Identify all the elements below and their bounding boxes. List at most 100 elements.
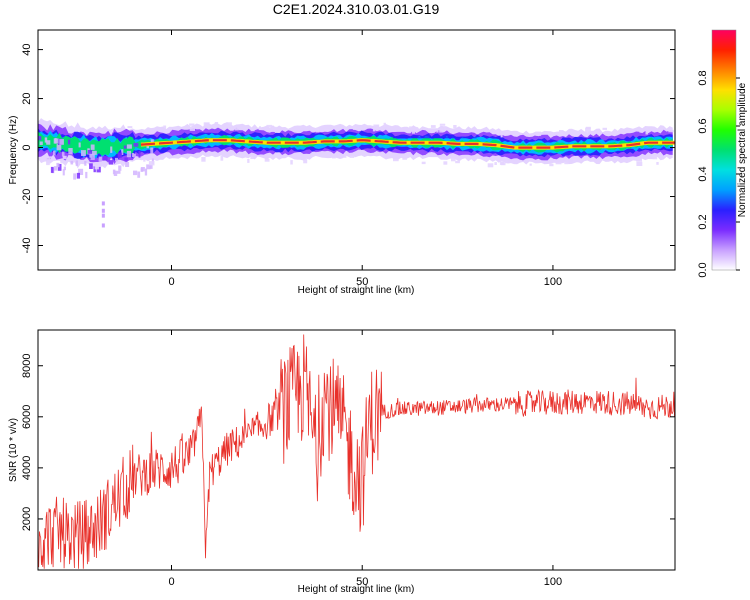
snr-y-tick-label: 6000 [21, 405, 33, 429]
spectrogram-speckle [332, 153, 336, 159]
spectrogram-speckle [94, 166, 99, 170]
spectrogram-speckle [645, 130, 648, 135]
spectrogram-speckle [499, 161, 505, 165]
spectrogram-speckle [220, 155, 224, 161]
spectrogram-speckle [349, 155, 355, 158]
spectrogram-speckle [38, 136, 42, 141]
spectrogram-speckle [212, 124, 217, 128]
spectrogram-speckle [62, 169, 65, 176]
spectrogram-speckle [50, 166, 54, 173]
spectrogram-speckle [149, 164, 153, 169]
spectrogram-speckle [56, 162, 60, 168]
spectrogram-speckle [439, 123, 446, 126]
spectrogram-speckle [133, 153, 136, 157]
spectrogram-speckle [138, 151, 141, 158]
spectrogram-speckle [90, 153, 95, 160]
spectrogram-speckle [59, 139, 64, 145]
spectrogram-speckle [87, 150, 93, 154]
spectrogram-speckle [323, 128, 329, 132]
snr-x-axis-label: Height of straight line (km) [298, 584, 415, 595]
colorbar-frame [711, 29, 737, 271]
spectrogram-speckle [636, 161, 643, 166]
spectrogram-ridge-line [140, 139, 675, 149]
spectrogram-speckle [247, 159, 250, 163]
spectrogram-speckle [505, 159, 508, 164]
spectrogram-speckle [264, 159, 270, 162]
spectrogram-speckle [315, 127, 320, 133]
snr-y-axis-label: SNR (10 * v/v) [8, 418, 19, 482]
spectrogram-speckle [46, 140, 51, 145]
spectrogram-speckle [303, 158, 308, 164]
spectrogram-speckle [65, 159, 69, 162]
spectrogram-speckle [594, 130, 599, 133]
spectrogram-speckle [150, 147, 154, 154]
spectrogram-speckle [140, 167, 145, 172]
spectrogram-speckle [636, 158, 642, 162]
spectrogram-speckle [143, 159, 146, 162]
spectrogram-speckle [352, 125, 357, 130]
spectrogram-speckle [148, 161, 155, 166]
spectrogram-speckle [602, 127, 607, 130]
spectrogram-speckle [163, 125, 167, 129]
spectrogram-speckle [430, 125, 436, 128]
spectrogram-speckle [313, 129, 317, 132]
colorbar-tick-label: 0.4 [697, 166, 709, 181]
spectrogram-speckle [121, 149, 124, 155]
spectrogram-speckle [402, 155, 407, 160]
spectrogram-speckle [101, 223, 105, 228]
spectrogram-speckle [494, 162, 497, 165]
spectrogram-speckle [487, 163, 494, 168]
spectrogram-y-tick-label: 0 [21, 144, 33, 150]
spectrogram-speckle [127, 126, 133, 129]
spectrogram-x-ticks: 0 50 100 [168, 30, 562, 288]
spectrogram-speckle [250, 155, 255, 159]
spectrogram-speckle [271, 126, 277, 131]
spectrogram-speckle [124, 157, 128, 161]
spectrogram-speckle [117, 170, 121, 174]
spectrogram-speckle [412, 127, 419, 132]
spectrogram-speckle [559, 130, 564, 135]
spectrogram-x-tick-label: 0 [168, 276, 174, 288]
spectrogram-speckle [126, 150, 132, 158]
colorbar-ticks: 0.0 0.2 0.4 0.6 0.8 [697, 70, 740, 278]
spectrogram-speckle [68, 148, 73, 155]
spectrogram-speckle [101, 201, 105, 206]
snr-x-tick-label: 50 [356, 576, 368, 588]
spectrogram-speckle [53, 138, 59, 144]
spectrogram-speckle [117, 152, 122, 158]
spectrogram-speckle [63, 166, 66, 171]
spectrogram-speckle [449, 129, 453, 133]
chart-title: C2E1.2024.310.03.01.G19 [273, 1, 440, 17]
spectrogram-speckle [108, 160, 114, 165]
spectrogram-speckle [411, 130, 416, 134]
spectrogram-speckle [259, 126, 261, 131]
spectrogram-speckle [189, 123, 195, 126]
spectrogram-y-tick-label: 40 [21, 43, 33, 55]
spectrogram-speckle [89, 163, 93, 169]
snr-y-tick-label: 4000 [21, 456, 33, 480]
spectrogram-speckle [668, 129, 674, 133]
spectrogram-speckle [96, 166, 101, 173]
spectrogram-speckle [98, 156, 102, 162]
spectrogram-y-tick-label: -20 [21, 189, 33, 205]
spectrogram-x-tick-label: 50 [356, 276, 368, 288]
spectrogram-speckle [76, 172, 80, 179]
spectrogram-speckle [250, 128, 255, 132]
colorbar-tick-label: 0.0 [697, 262, 709, 277]
spectrogram-speckle [125, 162, 130, 167]
spectrogram-speckle [421, 161, 426, 165]
spectrogram-speckle [101, 208, 105, 213]
spectrogram-speckle [137, 171, 141, 178]
spectrogram-y-tick-label: 20 [21, 92, 33, 104]
spectrogram-speckle [115, 157, 119, 162]
spectrogram-speckle [123, 145, 127, 149]
snr-y-ticks: 2000 4000 6000 8000 [21, 354, 675, 531]
snr-panel: 2000 4000 6000 8000 0 50 100 Height of straig… [8, 329, 676, 595]
colorbar-tick-label: 0.6 [697, 118, 709, 133]
spectrogram-speckle [201, 157, 206, 162]
spectrogram-speckle [652, 155, 658, 160]
spectrogram-x-tick-label: 100 [544, 276, 562, 288]
spectrogram-speckle [56, 144, 62, 151]
spectrogram-speckle [75, 160, 78, 166]
spectrogram-speckle [39, 141, 43, 145]
